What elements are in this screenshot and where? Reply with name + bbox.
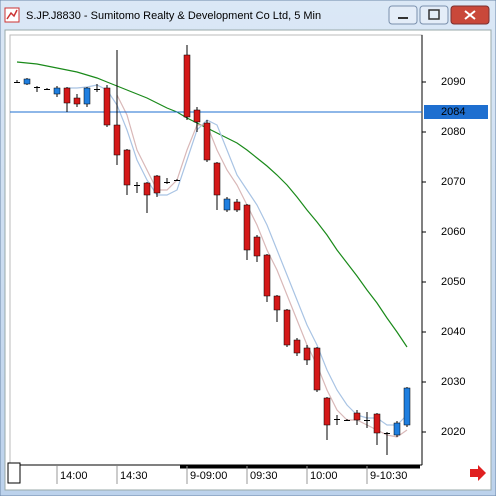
candle-body bbox=[113, 124, 121, 156]
candle-body bbox=[384, 433, 390, 434]
candle-body bbox=[323, 397, 331, 426]
candle-body bbox=[303, 347, 311, 361]
y-tick-label: 2040 bbox=[441, 326, 465, 338]
ma-line bbox=[116, 94, 408, 438]
plot-area bbox=[9, 34, 423, 466]
candle-body bbox=[94, 89, 100, 90]
x-tick-label: 9-10:30 bbox=[370, 470, 407, 482]
y-tick-label: 2070 bbox=[441, 176, 465, 188]
candle-body bbox=[103, 87, 111, 126]
y-tick-label: 2020 bbox=[441, 426, 465, 438]
price-label-box bbox=[424, 105, 488, 119]
candle-body bbox=[233, 201, 241, 211]
candle-body bbox=[143, 182, 151, 196]
candle-body bbox=[203, 122, 211, 161]
x-tick-label: 9-09:00 bbox=[190, 470, 227, 482]
candle-body bbox=[373, 413, 381, 434]
candle-body bbox=[134, 185, 140, 186]
candle-body bbox=[193, 109, 201, 123]
candle-body bbox=[164, 182, 170, 183]
candle-body bbox=[313, 347, 321, 391]
price-label: 2084 bbox=[441, 106, 465, 118]
candle-body bbox=[223, 198, 231, 211]
candle-body bbox=[83, 87, 91, 105]
candle-body bbox=[393, 422, 401, 436]
candle-body bbox=[14, 82, 20, 83]
ma-line bbox=[67, 84, 408, 426]
candle-body bbox=[364, 420, 370, 421]
candle-body bbox=[334, 419, 340, 420]
candle-body bbox=[34, 87, 40, 88]
candle-body bbox=[53, 87, 61, 95]
candle-body bbox=[344, 420, 350, 421]
candle-body bbox=[263, 254, 271, 297]
candle-body bbox=[213, 162, 221, 196]
x-tick-label: 10:00 bbox=[310, 470, 338, 482]
icon-glyph bbox=[6, 9, 18, 20]
candle-body bbox=[273, 295, 281, 311]
maximize-button[interactable] bbox=[419, 5, 449, 25]
scroll-right-arrow[interactable] bbox=[470, 465, 486, 481]
candle-body bbox=[174, 180, 180, 181]
candle-body bbox=[253, 236, 261, 257]
close-glyph bbox=[464, 10, 476, 20]
scroll-box[interactable] bbox=[7, 462, 21, 484]
candle-body bbox=[353, 412, 361, 421]
candle-body bbox=[63, 87, 71, 104]
x-tick-label: 09:30 bbox=[250, 470, 278, 482]
candle-body bbox=[44, 89, 50, 90]
candle-body bbox=[153, 175, 161, 194]
x-tick-label: 14:00 bbox=[60, 470, 88, 482]
y-tick-label: 2030 bbox=[441, 376, 465, 388]
x-tick-label: 14:30 bbox=[120, 470, 148, 482]
candle-body bbox=[283, 309, 291, 346]
y-tick-label: 2060 bbox=[441, 226, 465, 238]
candle-body bbox=[293, 339, 301, 354]
candle-body bbox=[23, 78, 31, 85]
y-tick-label: 2090 bbox=[441, 76, 465, 88]
candle-body bbox=[183, 54, 191, 118]
window-title: S.JP.J8830 - Sumitomo Realty & Developme… bbox=[26, 10, 321, 22]
candle-body bbox=[243, 204, 251, 251]
candle-body bbox=[403, 387, 411, 426]
ma-line bbox=[16, 61, 408, 348]
y-tick-label: 2080 bbox=[441, 126, 465, 138]
y-tick-label: 2050 bbox=[441, 276, 465, 288]
minimize-button[interactable] bbox=[388, 5, 418, 25]
candle-body bbox=[123, 149, 131, 186]
candle-body bbox=[73, 97, 81, 105]
maximize-glyph bbox=[428, 9, 440, 20]
